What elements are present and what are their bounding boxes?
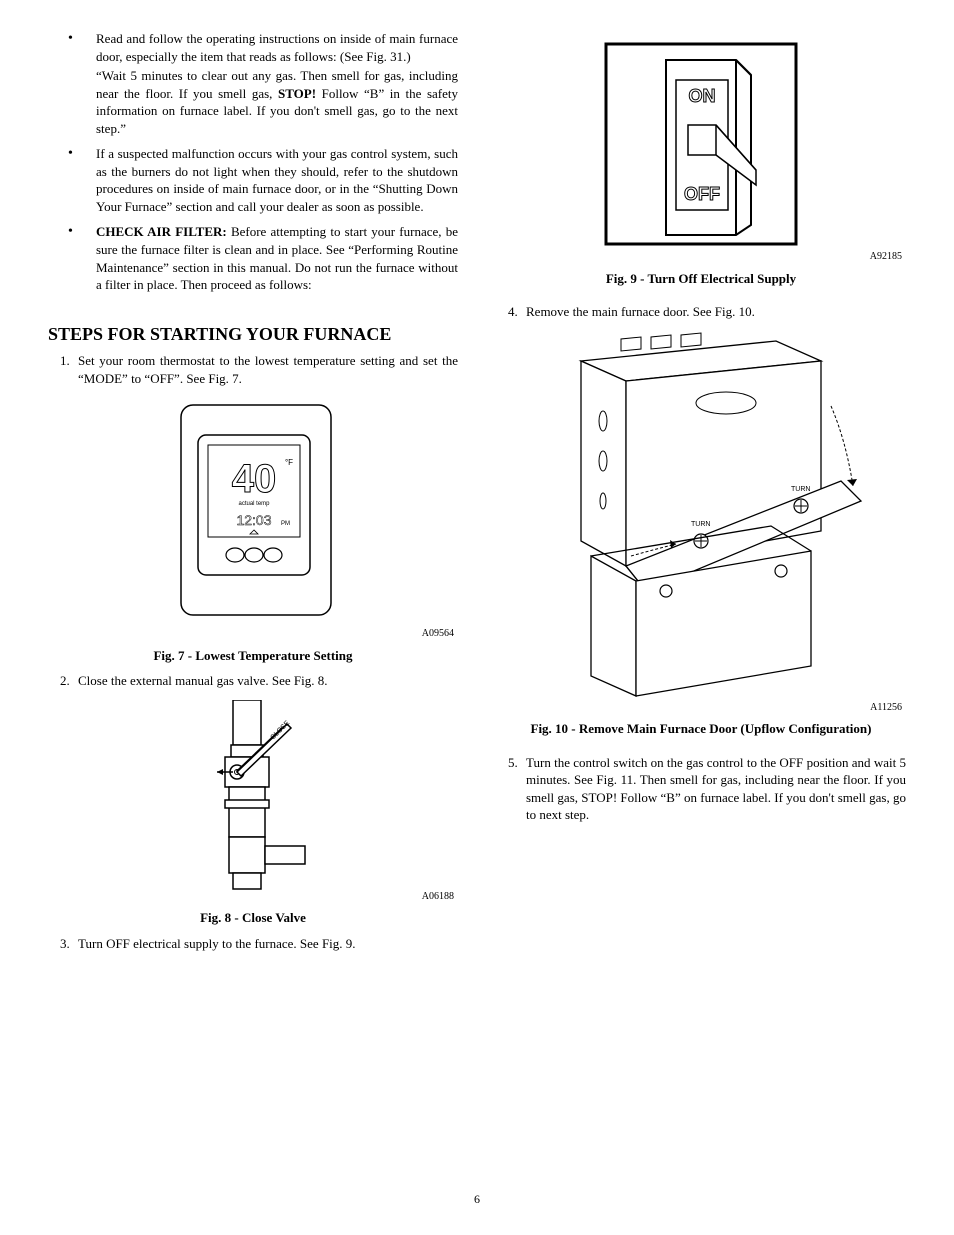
- fig8-caption: Fig. 8 - Close Valve: [48, 909, 458, 927]
- figure-10: TURN TURN A11256 Fig. 10 - Remove Main F…: [496, 331, 906, 738]
- steps-left-2: 2. Close the external manual gas valve. …: [48, 672, 458, 690]
- figure-7: 40 °F actual temp 12:03 PM A09564 Fig. 7…: [48, 397, 458, 664]
- steps-right-4: 4. Remove the main furnace door. See Fig…: [496, 303, 906, 321]
- bullet-1-p1: Read and follow the operating instructio…: [96, 31, 458, 64]
- furnace-icon: TURN TURN: [531, 331, 871, 701]
- step-5: 5. Turn the control switch on the gas co…: [526, 754, 906, 824]
- bullet-1-p2: “Wait 5 minutes to clear out any gas. Th…: [96, 67, 458, 137]
- switch-icon: ON OFF: [596, 40, 806, 250]
- steps-right-5: 5. Turn the control switch on the gas co…: [496, 754, 906, 824]
- fig7-caption: Fig. 7 - Lowest Temperature Setting: [48, 647, 458, 665]
- svg-text:OFF: OFF: [684, 184, 720, 204]
- svg-text:12:03: 12:03: [236, 512, 271, 528]
- bullet-2: If a suspected malfunction occurs with y…: [96, 145, 458, 215]
- svg-text:actual temp: actual temp: [238, 501, 270, 507]
- fig10-caption: Fig. 10 - Remove Main Furnace Door (Upfl…: [496, 720, 906, 738]
- fig10-id: A11256: [496, 701, 906, 715]
- fig9-caption: Fig. 9 - Turn Off Electrical Supply: [496, 270, 906, 288]
- intro-bullets: Read and follow the operating instructio…: [48, 30, 458, 294]
- valve-icon: CLOSE: [173, 700, 333, 890]
- right-column: ON OFF A92185 Fig. 9 - Turn Off Electric…: [496, 30, 906, 960]
- svg-text:°F: °F: [285, 458, 293, 467]
- bullet-1: Read and follow the operating instructio…: [96, 30, 458, 137]
- left-column: Read and follow the operating instructio…: [48, 30, 458, 960]
- svg-text:ON: ON: [689, 86, 716, 106]
- page-number: 6: [0, 1191, 954, 1207]
- svg-text:TURN: TURN: [691, 521, 710, 528]
- figure-9: ON OFF A92185 Fig. 9 - Turn Off Electric…: [496, 40, 906, 287]
- fig9-id: A92185: [496, 250, 906, 264]
- section-heading: STEPS FOR STARTING YOUR FURNACE: [48, 322, 458, 346]
- step-1: 1. Set your room thermostat to the lowes…: [78, 352, 458, 387]
- svg-text:PM: PM: [281, 521, 290, 527]
- step-4: 4. Remove the main furnace door. See Fig…: [526, 303, 906, 321]
- bullet-3: CHECK AIR FILTER: Before attempting to s…: [96, 223, 458, 293]
- steps-left-3: 3. Turn OFF electrical supply to the fur…: [48, 935, 458, 953]
- svg-text:40: 40: [232, 457, 277, 501]
- figure-8: CLOSE A06188 Fig. 8 - Close Valve: [48, 700, 458, 927]
- thermostat-icon: 40 °F actual temp 12:03 PM: [153, 397, 353, 627]
- steps-left: 1. Set your room thermostat to the lowes…: [48, 352, 458, 387]
- step-2: 2. Close the external manual gas valve. …: [78, 672, 458, 690]
- step-3: 3. Turn OFF electrical supply to the fur…: [78, 935, 458, 953]
- svg-text:TURN: TURN: [791, 486, 810, 493]
- fig7-id: A09564: [48, 627, 458, 641]
- fig8-id: A06188: [48, 890, 458, 904]
